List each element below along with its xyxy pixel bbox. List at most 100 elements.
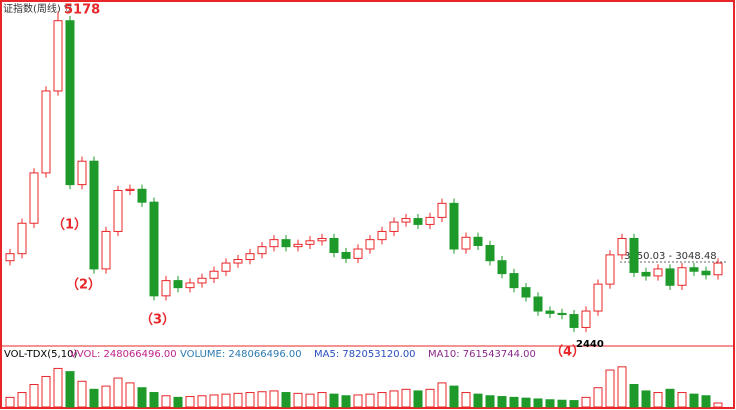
candle-body bbox=[569, 314, 579, 328]
candle-body bbox=[665, 268, 675, 286]
candle-body bbox=[137, 188, 147, 203]
volume-bar bbox=[137, 387, 147, 408]
peak-label: 5178 bbox=[64, 3, 100, 18]
volume-bar bbox=[653, 392, 663, 408]
candle-body bbox=[509, 273, 519, 289]
candle-body bbox=[113, 189, 123, 232]
candle-body bbox=[617, 237, 627, 256]
volume-bar bbox=[605, 369, 615, 408]
volume-bar bbox=[389, 390, 399, 408]
candle-body bbox=[257, 246, 267, 255]
volume-bar bbox=[329, 393, 339, 408]
volume-bar bbox=[341, 395, 351, 408]
candle-body bbox=[65, 20, 75, 186]
candle-body bbox=[497, 260, 507, 275]
candle-body bbox=[545, 310, 555, 314]
volume-bar bbox=[221, 393, 231, 408]
candle-body bbox=[209, 270, 219, 279]
candle-body bbox=[125, 188, 135, 191]
candle-body bbox=[413, 218, 423, 225]
annotation: （3） bbox=[140, 312, 175, 328]
volume-bar bbox=[425, 388, 435, 408]
annotation: （2） bbox=[66, 277, 101, 293]
volume-bar bbox=[5, 396, 15, 408]
candle-body bbox=[221, 262, 231, 272]
candle-body bbox=[305, 240, 315, 245]
volume-bar bbox=[89, 388, 99, 408]
volume-header: MA5: 782053120.00 bbox=[314, 349, 416, 360]
volume-bar bbox=[641, 390, 651, 408]
volume-bar bbox=[233, 392, 243, 408]
volume-bar bbox=[269, 390, 279, 408]
candle-body bbox=[581, 310, 591, 328]
candle-body bbox=[233, 259, 243, 264]
volume-bar bbox=[713, 402, 723, 408]
volume-bar bbox=[485, 395, 495, 408]
volume-bar bbox=[377, 392, 387, 408]
candle-body bbox=[593, 283, 603, 312]
volume-bar bbox=[293, 392, 303, 408]
candle-body bbox=[713, 262, 723, 276]
candle-body bbox=[269, 239, 279, 248]
volume-bar bbox=[701, 395, 711, 408]
volume-bar bbox=[473, 393, 483, 408]
volume-bar bbox=[161, 395, 171, 408]
volume-bar bbox=[509, 396, 519, 408]
candle-body bbox=[389, 221, 399, 232]
volume-bar bbox=[41, 375, 51, 408]
candle-body bbox=[53, 20, 63, 92]
candle-body bbox=[629, 237, 639, 273]
volume-bar bbox=[401, 388, 411, 408]
annotation: （1） bbox=[52, 217, 87, 233]
volume-bar bbox=[209, 394, 219, 408]
candle-body bbox=[89, 160, 99, 270]
volume-bar bbox=[353, 394, 363, 408]
candle-body bbox=[341, 252, 351, 259]
candle-body bbox=[653, 268, 663, 277]
volume-bar bbox=[149, 392, 159, 408]
candle-body bbox=[485, 244, 495, 262]
volume-header: MA10: 761543744.00 bbox=[428, 349, 536, 360]
volume-bar bbox=[77, 380, 87, 408]
volume-bar bbox=[521, 397, 531, 408]
volume-bar bbox=[581, 396, 591, 408]
volume-bar bbox=[17, 392, 27, 408]
volume-bar bbox=[305, 393, 315, 408]
volume-bar bbox=[113, 377, 123, 408]
volume-bar bbox=[629, 384, 639, 408]
candle-body bbox=[293, 243, 303, 248]
candle-body bbox=[677, 267, 687, 286]
volume-bar bbox=[617, 366, 627, 408]
volume-bar bbox=[257, 391, 267, 408]
candle-body bbox=[29, 172, 39, 224]
candle-body bbox=[473, 236, 483, 246]
volume-bar bbox=[413, 390, 423, 408]
candle-body bbox=[5, 253, 15, 262]
volume-bar bbox=[437, 382, 447, 408]
candle-body bbox=[149, 201, 159, 297]
candle-body bbox=[689, 267, 699, 272]
candle-body bbox=[161, 280, 171, 297]
candle-body bbox=[101, 230, 111, 270]
candle-body bbox=[425, 216, 435, 225]
candle-body bbox=[17, 222, 27, 255]
volume-bar bbox=[461, 392, 471, 408]
volume-header: VVOL: 248066496.00 bbox=[70, 349, 177, 360]
candle-body bbox=[329, 237, 339, 254]
volume-bar bbox=[689, 393, 699, 408]
candle-body bbox=[41, 90, 51, 174]
candle-body bbox=[185, 282, 195, 289]
volume-bar bbox=[185, 396, 195, 408]
volume-bar bbox=[173, 396, 183, 408]
volume-header: VOLUME: 248066496.00 bbox=[180, 349, 302, 360]
volume-bar bbox=[545, 399, 555, 408]
chart-title: 证指数(周线) ▽ bbox=[3, 2, 72, 15]
volume-bar bbox=[449, 385, 459, 408]
candle-body bbox=[353, 248, 363, 259]
volume-bar bbox=[197, 395, 207, 408]
volume-bar bbox=[497, 396, 507, 408]
candle-body bbox=[281, 239, 291, 248]
candle-body bbox=[245, 253, 255, 261]
price-line-label: 3050.03 - 3048.48 bbox=[624, 251, 717, 262]
volume-bar bbox=[533, 398, 543, 408]
